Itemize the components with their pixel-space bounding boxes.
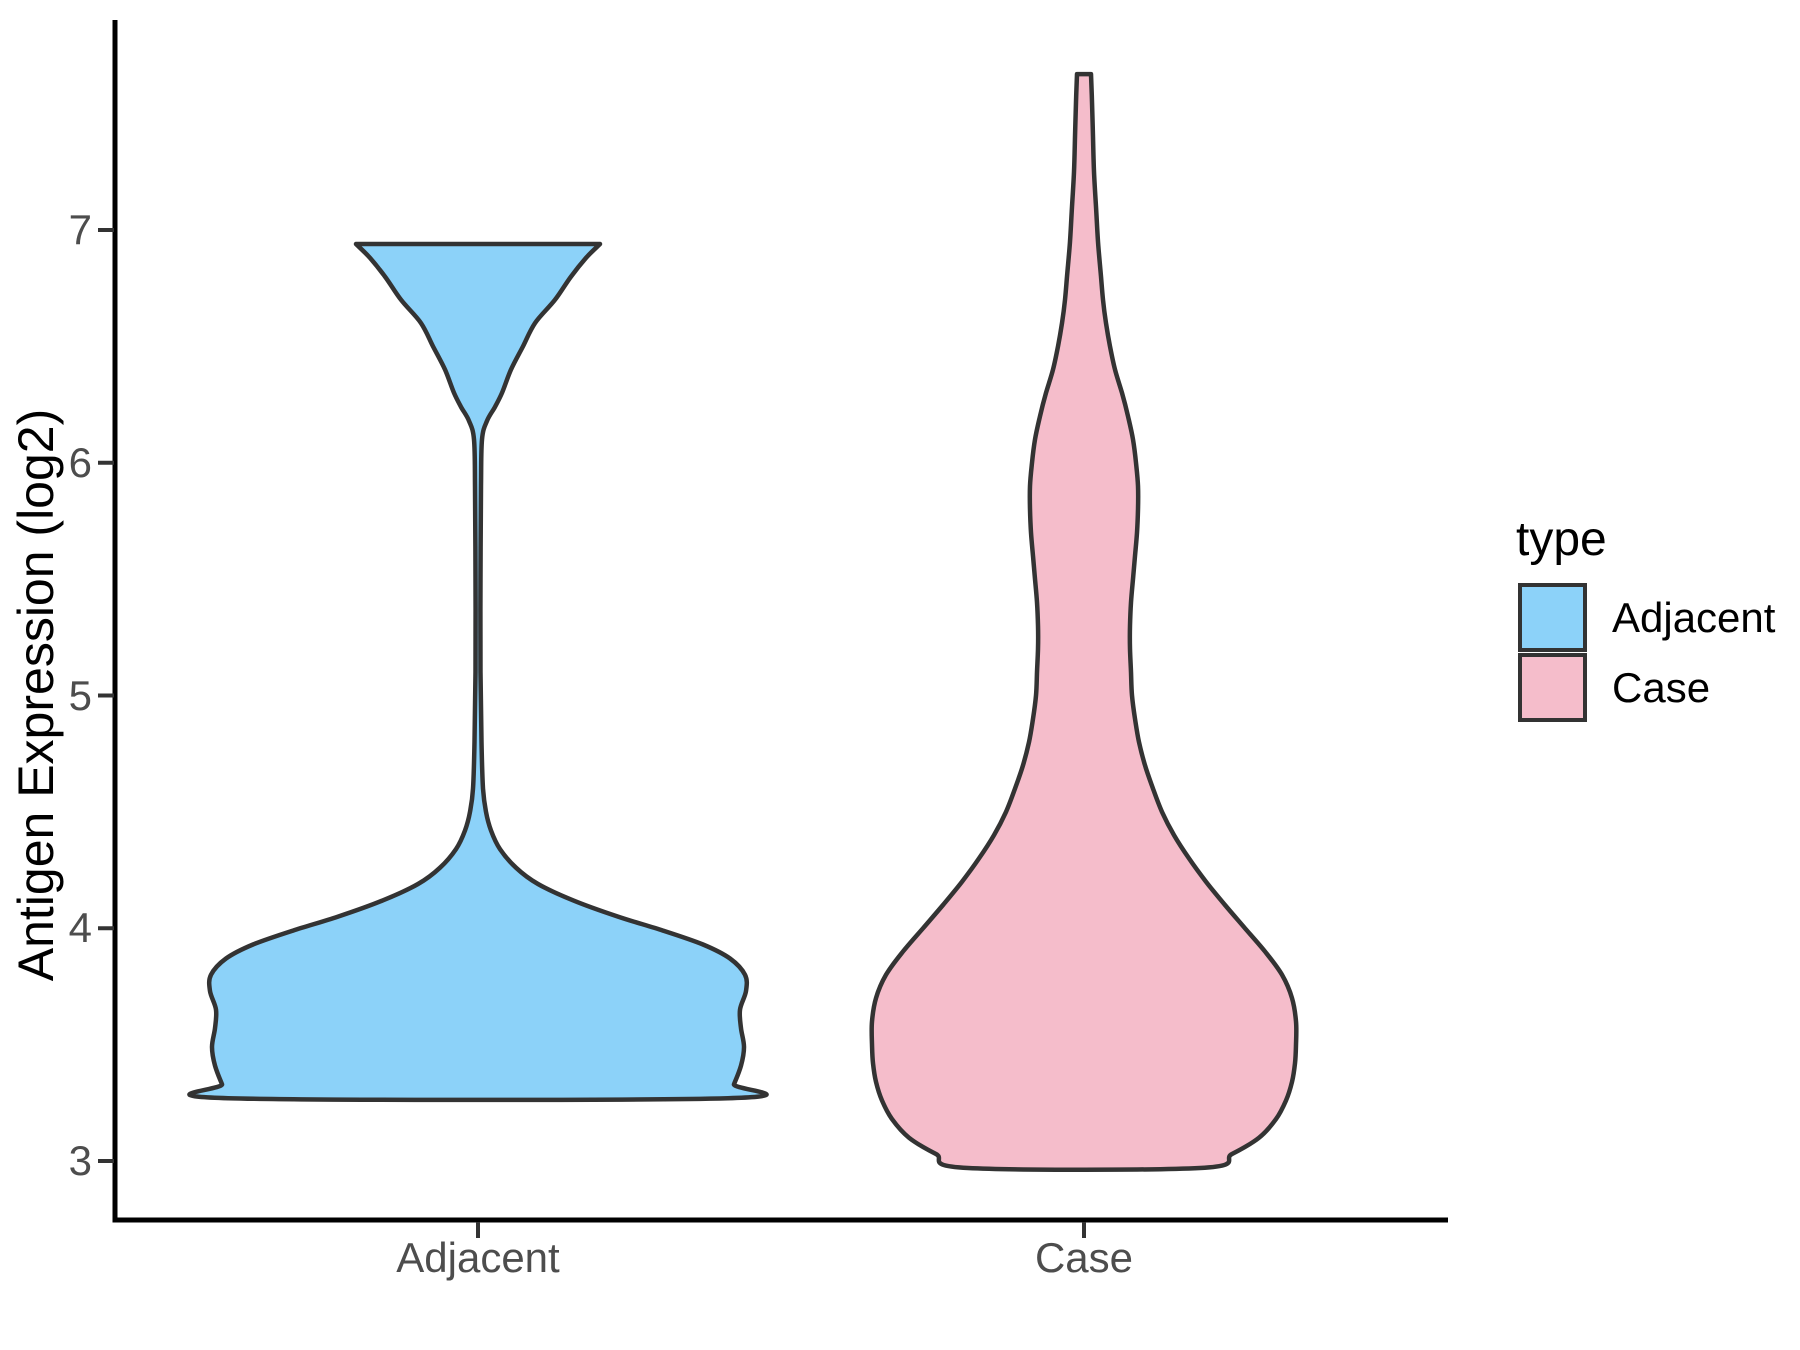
legend-label-case: Case: [1612, 664, 1711, 711]
y-tick-label-5: 5: [68, 671, 92, 719]
y-tick-label-4: 4: [68, 904, 92, 952]
legend-title: type: [1516, 513, 1607, 566]
y-tick-label-7: 7: [68, 206, 92, 253]
y-tick-label-3: 3: [68, 1137, 92, 1184]
violin-case: [869, 71, 1299, 1172]
legend-key-case: [1518, 653, 1587, 722]
x-tick-label-adjacent: Adjacent: [396, 1234, 560, 1281]
y-tick-label-6: 6: [68, 438, 92, 486]
violin-adjacent: [187, 241, 769, 1103]
legend-label-adjacent: Adjacent: [1612, 594, 1776, 641]
x-tick-label-case: Case: [1034, 1234, 1134, 1281]
legend-key-adjacent: [1518, 583, 1587, 652]
